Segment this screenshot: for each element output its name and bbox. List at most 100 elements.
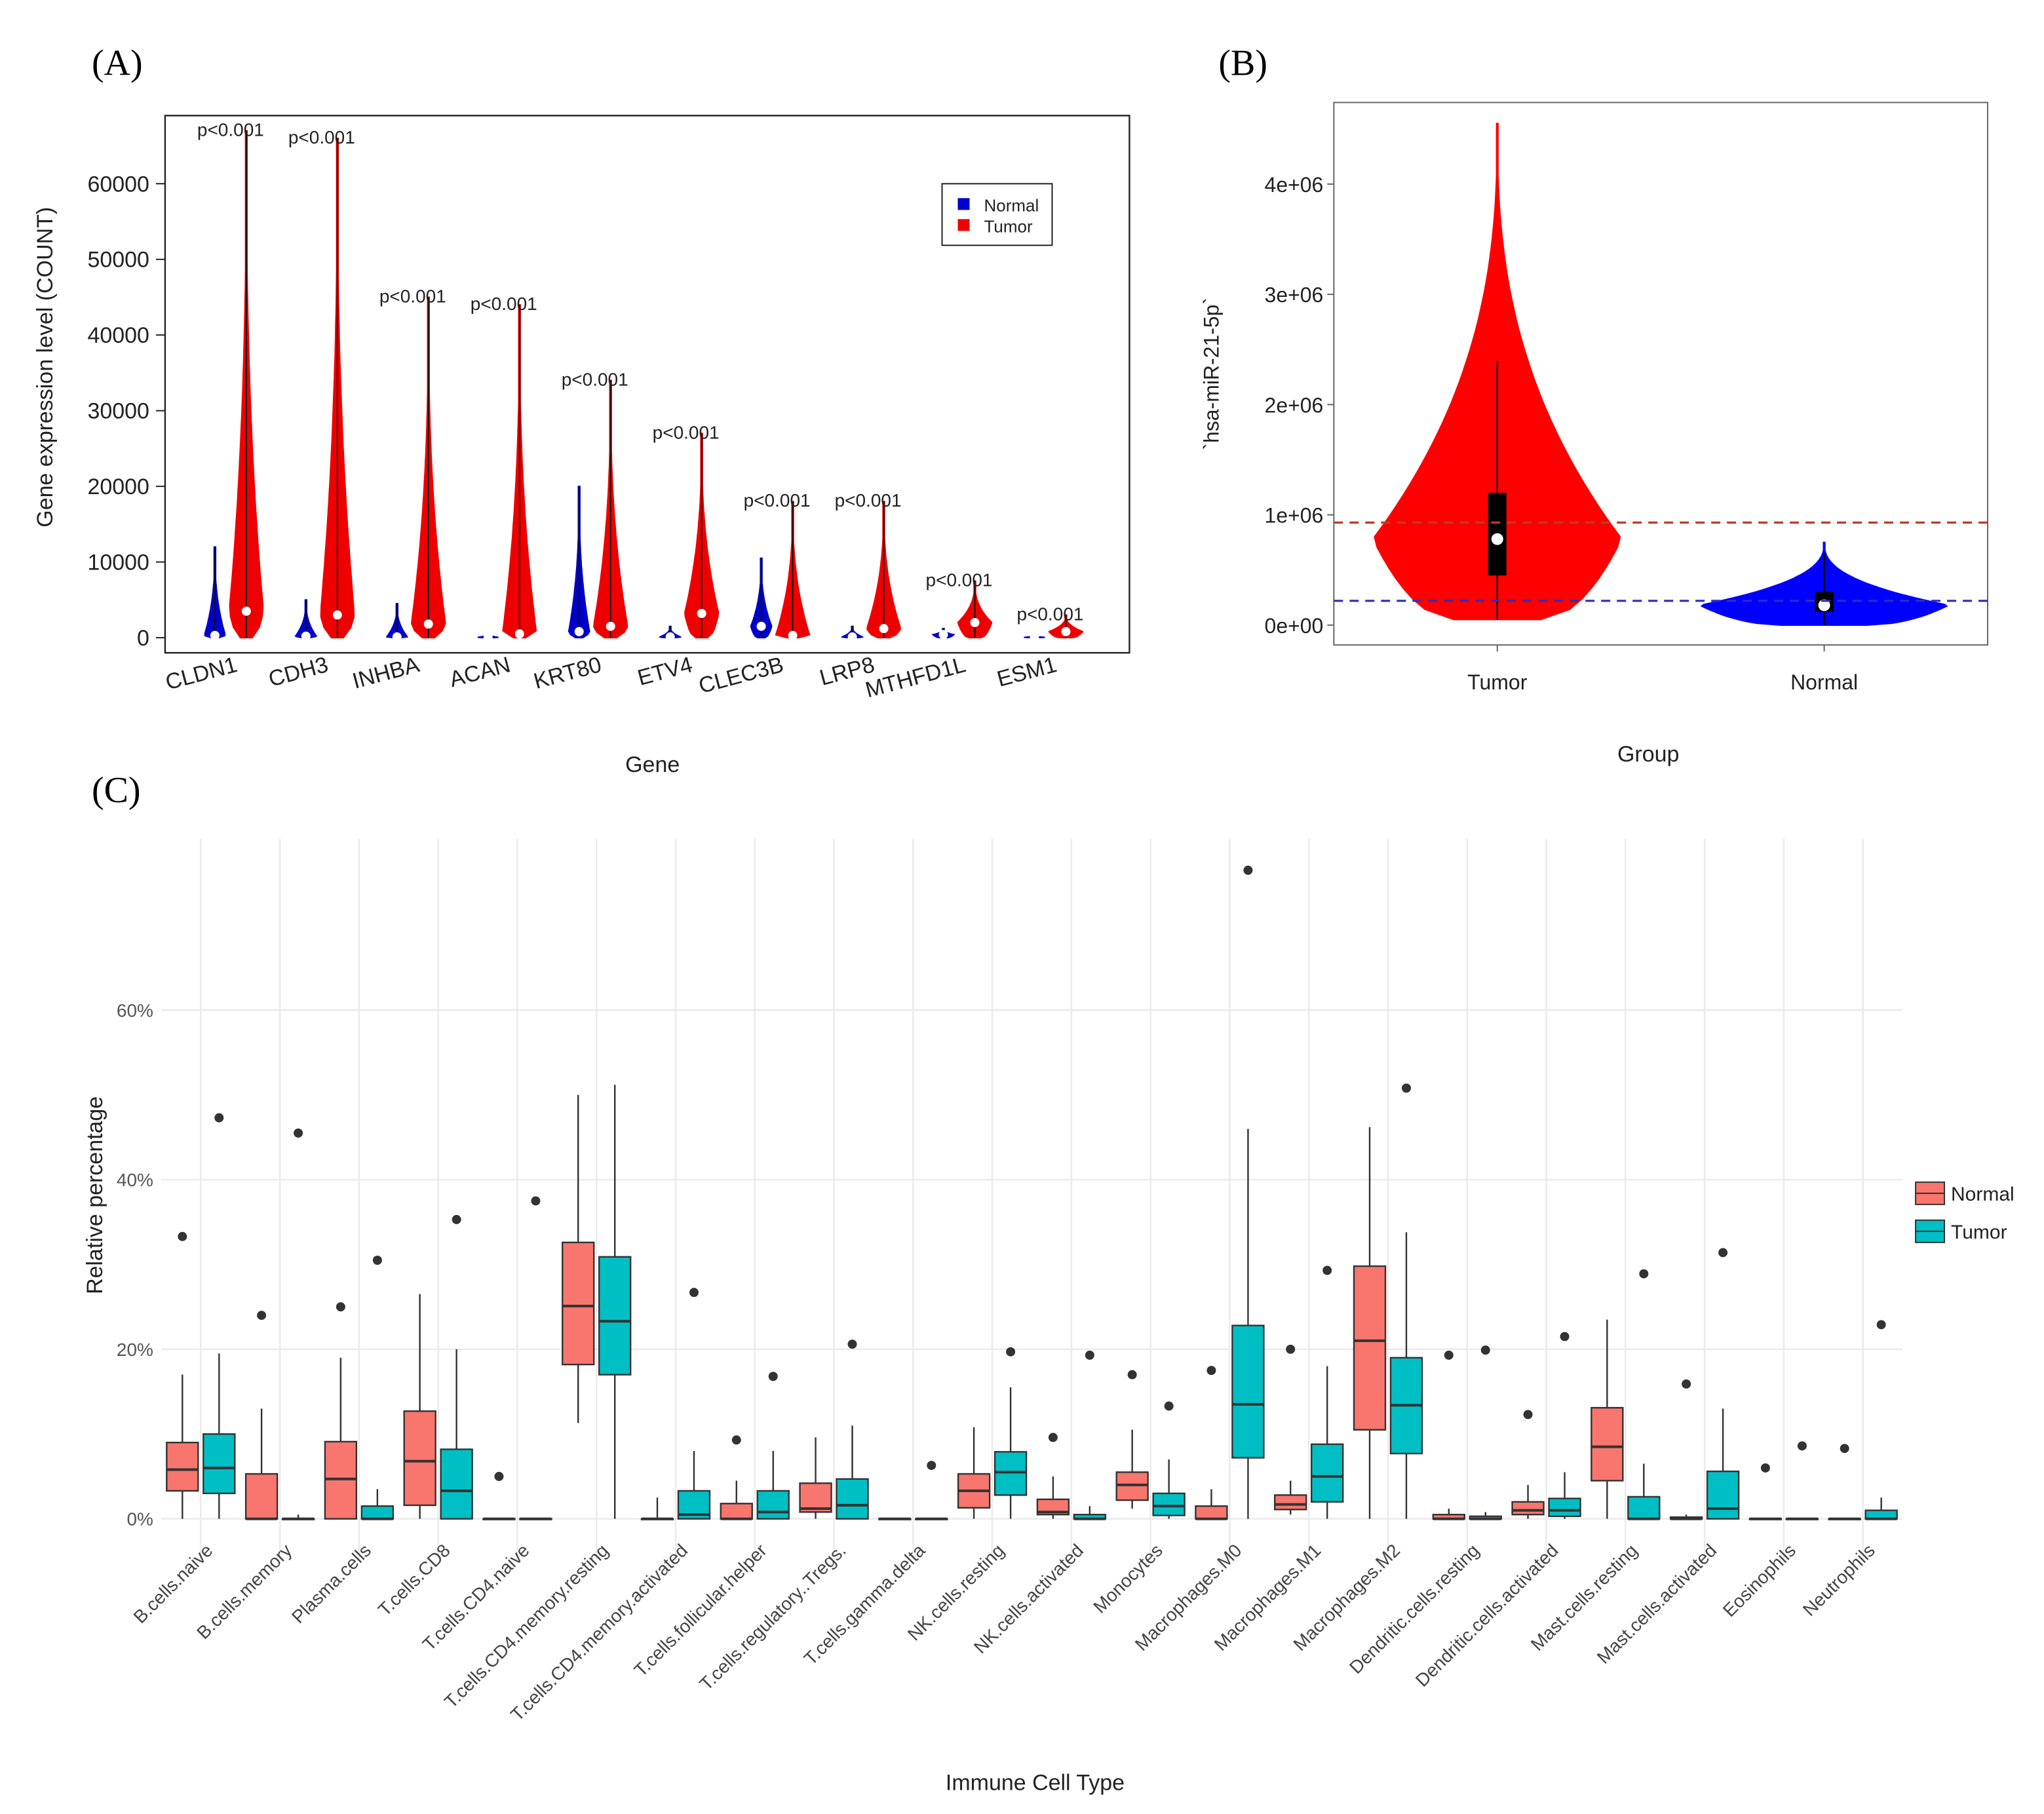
outlier bbox=[178, 1231, 187, 1241]
outlier bbox=[689, 1288, 699, 1298]
p-value: p<0.001 bbox=[197, 119, 264, 140]
outlier bbox=[768, 1372, 778, 1381]
box bbox=[720, 1503, 753, 1520]
median-dot bbox=[514, 629, 524, 639]
box bbox=[1353, 1265, 1387, 1431]
y-tick-label: 50000 bbox=[87, 248, 149, 273]
outlier bbox=[731, 1435, 741, 1445]
box bbox=[836, 1478, 869, 1520]
y-tick-label: 30000 bbox=[87, 399, 149, 424]
outlier bbox=[372, 1256, 382, 1265]
median-dot bbox=[1491, 533, 1503, 545]
outlier bbox=[1480, 1345, 1490, 1355]
median-dot bbox=[606, 621, 615, 631]
median-dot bbox=[879, 624, 889, 634]
box bbox=[756, 1490, 790, 1520]
panel-label: (B) bbox=[1218, 43, 1267, 83]
median-dot bbox=[392, 632, 402, 642]
box bbox=[1152, 1492, 1186, 1516]
outlier bbox=[1286, 1344, 1296, 1354]
p-value: p<0.001 bbox=[471, 294, 537, 314]
legend-label: Normal bbox=[984, 195, 1039, 215]
outlier bbox=[1840, 1444, 1849, 1454]
p-value: p<0.001 bbox=[835, 490, 902, 511]
plot-frame bbox=[1333, 102, 1989, 646]
legend-box bbox=[941, 183, 1053, 246]
outlier bbox=[1322, 1265, 1332, 1275]
median-dot bbox=[938, 630, 948, 640]
outlier bbox=[452, 1214, 461, 1224]
y-tick-label: 40000 bbox=[87, 323, 149, 348]
x-tick-label: Normal bbox=[1790, 670, 1858, 694]
outlier bbox=[1523, 1410, 1533, 1419]
box bbox=[403, 1410, 436, 1507]
box bbox=[1591, 1406, 1624, 1482]
outlier bbox=[1444, 1350, 1454, 1360]
box bbox=[1627, 1496, 1661, 1520]
p-value: p<0.001 bbox=[926, 569, 993, 590]
outlier bbox=[494, 1471, 504, 1481]
median-dot bbox=[788, 630, 798, 640]
outlier bbox=[1639, 1269, 1649, 1279]
outlier bbox=[1206, 1366, 1216, 1376]
y-tick-label: 4e+06 bbox=[1265, 173, 1324, 197]
box bbox=[799, 1482, 832, 1513]
median-dot bbox=[423, 619, 433, 629]
outlier bbox=[1718, 1248, 1728, 1258]
box bbox=[440, 1448, 473, 1520]
outlier bbox=[1048, 1433, 1058, 1442]
box bbox=[360, 1505, 395, 1520]
y-tick-label: 20000 bbox=[87, 474, 149, 499]
box bbox=[1231, 1324, 1265, 1459]
y-tick-label: 20% bbox=[117, 1340, 153, 1360]
panel-label: (C) bbox=[92, 770, 141, 811]
median-dot bbox=[665, 632, 675, 642]
legend-swatch bbox=[957, 219, 970, 231]
median-dot bbox=[301, 631, 311, 641]
box bbox=[598, 1256, 632, 1376]
y-tick-label: 10000 bbox=[87, 550, 149, 575]
median-dot bbox=[756, 621, 766, 631]
median-dot bbox=[574, 627, 584, 636]
box bbox=[1511, 1501, 1545, 1516]
box bbox=[562, 1241, 595, 1366]
outlier bbox=[927, 1461, 936, 1471]
outlier bbox=[1243, 865, 1253, 875]
box bbox=[1274, 1494, 1307, 1511]
box bbox=[166, 1441, 199, 1492]
box bbox=[1311, 1443, 1344, 1503]
box bbox=[202, 1433, 236, 1494]
y-tick-label: 0 bbox=[137, 626, 149, 651]
legend-label: Tumor bbox=[984, 216, 1033, 236]
y-axis-label: Gene expression level (COUNT) bbox=[33, 207, 58, 528]
outlier bbox=[531, 1196, 541, 1206]
outlier bbox=[294, 1128, 303, 1138]
p-value: p<0.001 bbox=[744, 490, 811, 511]
x-axis-label: Gene bbox=[625, 752, 680, 777]
outlier bbox=[1401, 1083, 1411, 1093]
median-dot bbox=[332, 610, 342, 620]
y-tick-label: 0e+00 bbox=[1265, 614, 1324, 638]
y-tick-label: 60% bbox=[117, 1000, 153, 1020]
y-axis-label: Relative percentage bbox=[83, 1096, 107, 1294]
p-value: p<0.001 bbox=[562, 369, 628, 389]
outlier bbox=[1560, 1332, 1570, 1341]
outlier bbox=[1797, 1441, 1807, 1451]
box bbox=[1706, 1470, 1740, 1520]
median-dot bbox=[1030, 632, 1039, 642]
box bbox=[1195, 1505, 1228, 1520]
x-tick-label: Tumor bbox=[1467, 670, 1528, 694]
y-tick-label: 3e+06 bbox=[1265, 283, 1324, 307]
y-axis-label: `hsa-miR-21-5p` bbox=[1199, 298, 1223, 450]
panel-label: (A) bbox=[92, 43, 143, 83]
box bbox=[1548, 1497, 1581, 1517]
outlier bbox=[214, 1113, 224, 1123]
legend-label: Tumor bbox=[1951, 1222, 2007, 1243]
y-tick-label: 0% bbox=[126, 1509, 153, 1530]
outlier bbox=[1760, 1463, 1770, 1473]
x-axis-label: Immune Cell Type bbox=[946, 1771, 1125, 1796]
p-value: p<0.001 bbox=[379, 286, 446, 306]
